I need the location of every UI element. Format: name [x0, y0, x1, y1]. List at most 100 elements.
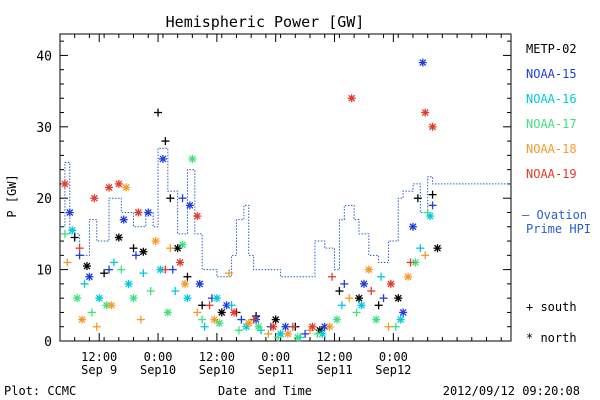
y-tick-label: 0	[44, 335, 52, 350]
noaa-18-north-point	[364, 265, 373, 274]
noaa-18-north-point	[283, 329, 292, 338]
noaa-15-north-point	[418, 58, 427, 67]
legend-series-label: METP-02	[526, 42, 577, 56]
noaa-16-south-point	[227, 301, 236, 310]
x-tick-label-time: 0:00	[379, 350, 408, 364]
noaa-17-north-point	[332, 315, 341, 324]
noaa-18-south-point	[193, 308, 202, 317]
x-tick-label-date: Sep10	[140, 363, 176, 377]
marker-stroke	[318, 330, 326, 338]
noaa-19-north-point	[134, 208, 143, 217]
noaa-15-south-point	[428, 201, 437, 210]
noaa-18-south-point	[166, 244, 175, 253]
noaa-19-north-point	[308, 322, 317, 331]
marker-stroke	[399, 308, 407, 316]
noaa-15-south-point	[105, 265, 114, 274]
metp-02-north-point	[217, 308, 226, 317]
marker-stroke	[255, 323, 262, 331]
metp-02-north-point	[271, 315, 280, 324]
chart-title: Hemispheric Power [GW]	[166, 13, 365, 31]
metp-02-south-point	[413, 194, 422, 203]
noaa-17-south-point	[352, 308, 361, 317]
marker-stroke	[152, 237, 160, 245]
marker-stroke	[360, 280, 368, 288]
y-tick-label: 30	[36, 121, 52, 136]
noaa-15-north-point	[65, 208, 74, 217]
marker-stroke	[230, 308, 238, 316]
metp-02-north-point	[394, 294, 403, 303]
y-axis-label: P [GW]	[5, 174, 19, 217]
noaa-17-south-point	[198, 315, 207, 324]
noaa-16-south-point	[80, 279, 89, 288]
marker-stroke	[130, 294, 137, 302]
noaa-16-south-point	[416, 244, 425, 253]
marker-stroke	[245, 319, 253, 327]
marker-stroke	[188, 155, 196, 163]
noaa-15-south-point	[301, 329, 310, 338]
noaa-16-south-point	[171, 287, 180, 296]
marker-stroke	[68, 226, 76, 234]
marker-stroke	[426, 212, 434, 220]
marker-stroke	[115, 180, 123, 188]
marker-stroke	[83, 262, 91, 270]
y-tick-label: 40	[36, 49, 52, 64]
legend-north-marker: * north	[526, 331, 577, 345]
noaa-17-south-point	[274, 333, 283, 342]
legend-series-label: NOAA-19	[526, 167, 577, 181]
noaa-17-north-point	[372, 315, 381, 324]
marker-stroke	[434, 244, 441, 252]
noaa-15-south-point	[168, 265, 177, 274]
noaa-19-south-point	[328, 272, 337, 281]
marker-stroke	[90, 194, 98, 202]
noaa-15-south-point	[178, 194, 187, 203]
metp-02-north-point	[114, 233, 123, 242]
marker-stroke	[365, 266, 373, 274]
noaa-17-north-point	[293, 333, 302, 342]
x-tick-label-time: 12:00	[316, 350, 352, 364]
marker-stroke	[421, 109, 429, 116]
metp-02-south-point	[161, 137, 170, 146]
noaa-18-north-point	[181, 279, 190, 288]
x-tick-label-date: Sep10	[199, 363, 235, 377]
metp-02-north-point	[139, 247, 148, 256]
noaa-19-south-point	[161, 265, 170, 274]
marker-stroke	[282, 323, 289, 331]
noaa-16-south-point	[109, 258, 118, 267]
noaa-19-north-point	[105, 183, 114, 192]
noaa-16-north-point	[357, 301, 366, 310]
noaa-19-north-point	[176, 258, 185, 267]
ovation-hpi-line	[60, 147, 511, 278]
noaa-16-north-point	[183, 294, 192, 303]
noaa-16-south-point	[200, 322, 209, 331]
noaa-15-north-point	[185, 201, 194, 210]
noaa-17-north-point	[188, 154, 197, 163]
metp-02-south-point	[428, 190, 437, 199]
noaa-17-south-point	[391, 322, 400, 331]
metp-02-north-point	[355, 294, 364, 303]
marker-stroke	[372, 316, 380, 324]
noaa-19-north-point	[193, 212, 202, 221]
marker-stroke	[73, 294, 81, 302]
noaa-15-north-point	[359, 279, 368, 288]
metp-02-south-point	[129, 244, 138, 253]
marker-stroke	[419, 59, 427, 67]
metp-02-north-point	[173, 244, 182, 253]
marker-stroke	[176, 259, 184, 266]
marker-stroke	[404, 273, 412, 281]
marker-stroke	[179, 241, 187, 249]
marker-stroke	[284, 330, 292, 338]
noaa-18-north-point	[325, 322, 334, 331]
marker-stroke	[61, 180, 69, 188]
marker-stroke	[269, 323, 277, 331]
marker-stroke	[309, 323, 316, 331]
marker-stroke	[120, 216, 128, 224]
noaa-15-north-point	[281, 322, 290, 331]
marker-stroke	[272, 316, 280, 324]
marker-stroke	[429, 123, 437, 131]
x-tick-label-time: 0:00	[144, 350, 173, 364]
metp-02-south-point	[100, 269, 109, 278]
noaa-15-north-point	[158, 154, 167, 163]
marker-stroke	[387, 280, 395, 288]
noaa-15-south-point	[379, 294, 388, 303]
noaa-15-south-point	[237, 315, 246, 324]
